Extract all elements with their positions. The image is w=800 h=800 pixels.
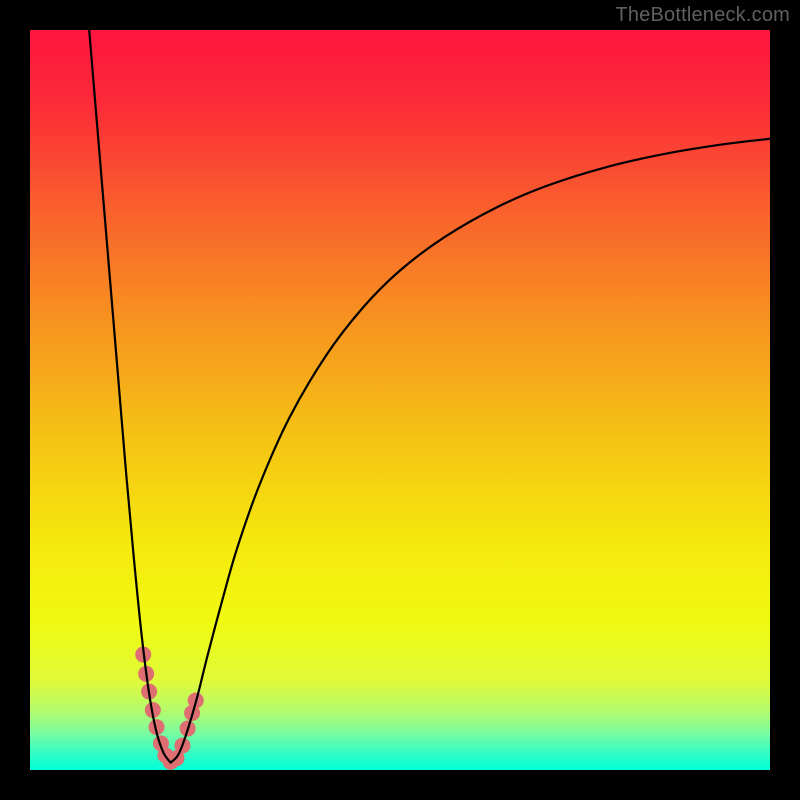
chart-svg <box>30 30 770 770</box>
plot-area <box>30 30 770 770</box>
watermark-text: TheBottleneck.com <box>615 4 790 27</box>
chart-frame: TheBottleneck.com <box>0 0 800 800</box>
